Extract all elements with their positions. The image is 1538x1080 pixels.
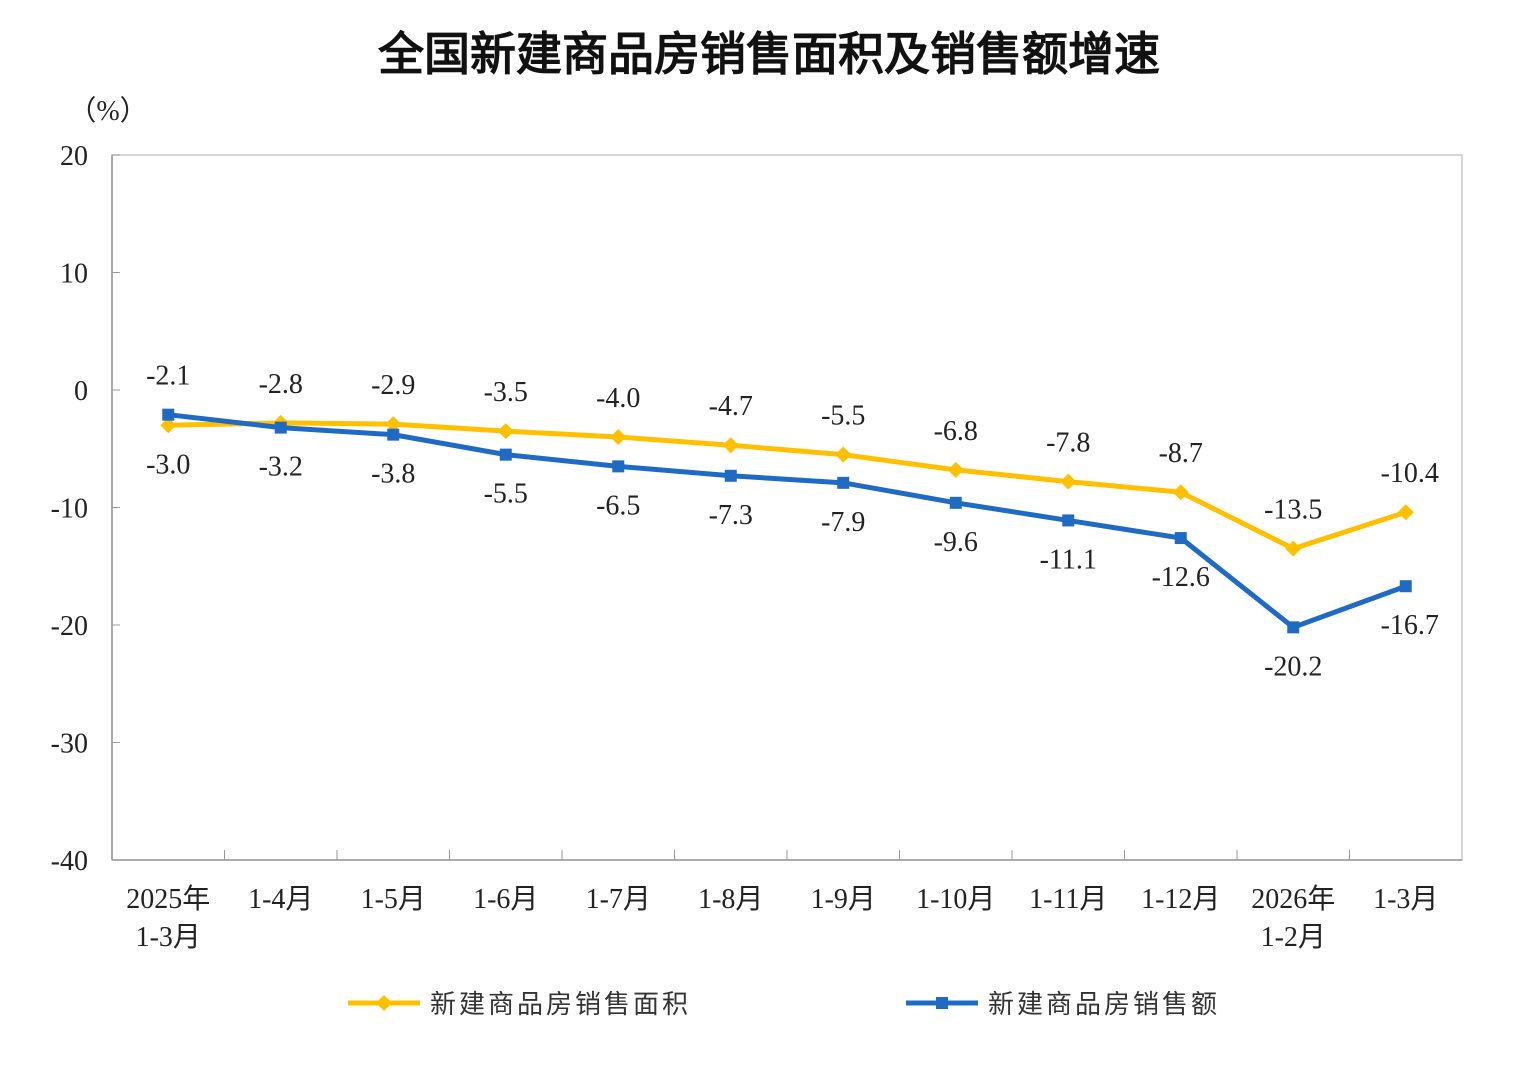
legend-label: 新建商品房销售额: [988, 990, 1220, 1019]
y-tick-label: -20: [51, 611, 88, 642]
y-tick-label: -40: [51, 846, 88, 877]
data-point: [385, 416, 402, 433]
data-point: [274, 421, 287, 434]
x-tick-label: 1-7月: [586, 884, 651, 915]
legend-marker: [936, 997, 948, 1009]
data-label: -3.0: [146, 449, 190, 480]
data-point: [1397, 504, 1414, 521]
data-point: [610, 429, 627, 445]
data-point: [835, 446, 852, 463]
data-point: [1062, 514, 1075, 527]
chart-title: 全国新建商品房销售面积及销售额增速: [378, 28, 1160, 80]
data-point: [612, 460, 625, 473]
data-label: -7.3: [709, 500, 753, 531]
data-label: -12.6: [1152, 562, 1210, 593]
legend-label: 新建商品房销售面积: [430, 990, 691, 1019]
data-label: -10.4: [1381, 458, 1439, 489]
data-label: -3.5: [484, 377, 528, 408]
data-label: -7.9: [821, 507, 865, 538]
data-point: [1287, 621, 1300, 634]
x-tick-label: 1-11月: [1029, 884, 1107, 915]
data-point: [497, 423, 514, 440]
data-label: -4.7: [709, 391, 753, 422]
data-label: -5.5: [821, 401, 865, 432]
series-line: [167, 412, 1407, 631]
data-label: -16.7: [1381, 610, 1439, 641]
x-tick-label: 1-12月: [1141, 884, 1220, 915]
data-point: [160, 417, 177, 434]
y-axis-unit: （%）: [68, 95, 147, 127]
x-tick-label: 1-8月: [698, 884, 763, 915]
x-tick-label: 1-6月: [473, 884, 538, 915]
data-point: [1399, 580, 1412, 593]
x-tick-label: 1-10月: [916, 884, 995, 915]
y-tick-label: -10: [51, 494, 88, 525]
data-label: -6.5: [596, 490, 640, 521]
data-point: [499, 448, 512, 461]
data-point: [947, 461, 964, 478]
x-tick-label: 1-9月: [811, 884, 876, 915]
data-point: [724, 469, 737, 482]
data-label: -13.5: [1264, 495, 1322, 526]
data-label: -2.9: [371, 370, 415, 401]
data-label: -3.2: [259, 452, 303, 483]
x-tick-label: 1-4月: [248, 884, 313, 915]
plot-frame: [111, 154, 1463, 861]
data-label: -20.2: [1264, 651, 1322, 682]
data-point: [1174, 532, 1187, 545]
data-label: -6.8: [934, 416, 978, 447]
data-point: [1172, 484, 1189, 501]
x-tick-label: 1-5月: [361, 884, 426, 915]
y-tick-label: 10: [60, 259, 88, 290]
data-point: [387, 428, 400, 441]
data-label: -2.1: [146, 361, 190, 392]
y-tick-label: -30: [51, 729, 88, 760]
data-point: [722, 437, 739, 454]
x-tick-label: 2025年 1-3月: [126, 883, 210, 953]
data-label: -5.5: [484, 479, 528, 510]
legend-marker: [376, 995, 392, 1011]
data-point: [162, 408, 175, 421]
series-line: [168, 420, 1407, 552]
data-label: -9.6: [934, 527, 978, 558]
data-label: -7.8: [1046, 428, 1090, 459]
data-label: -2.8: [259, 369, 303, 400]
data-point: [949, 496, 962, 509]
data-point: [837, 476, 850, 489]
data-label: -11.1: [1040, 544, 1097, 575]
y-tick-label: 20: [60, 141, 88, 172]
data-point: [1060, 473, 1077, 490]
data-label: -4.0: [596, 383, 640, 414]
data-point: [1285, 540, 1302, 557]
x-tick-label: 2026年 1-2月: [1251, 883, 1335, 953]
x-tick-label: 1-3月: [1373, 884, 1438, 915]
data-label: -8.7: [1159, 438, 1203, 469]
y-tick-label: 0: [74, 376, 88, 407]
data-label: -3.8: [371, 459, 415, 490]
